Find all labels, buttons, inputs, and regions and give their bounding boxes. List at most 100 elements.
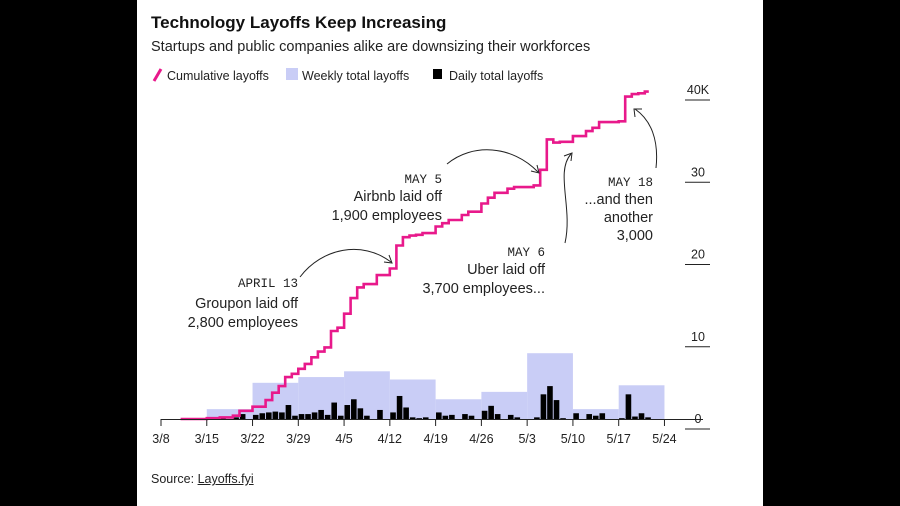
- daily-bar: [259, 413, 266, 419]
- legend-swatch-daily: [433, 69, 442, 79]
- weekly-bar: [389, 379, 436, 419]
- daily-bar: [514, 417, 521, 419]
- daily-bar: [279, 412, 285, 419]
- x-ticks: 3/8 3/15 3/22 3/29 4/5 4/12 4/19 4/26 5/3 5/10 5/1…: [152, 419, 677, 446]
- x-tick-label: 5/17: [607, 432, 631, 446]
- x-tick-label: 3/15: [195, 432, 219, 446]
- daily-bar: [403, 407, 409, 419]
- annotation-arrow: [446, 149, 539, 173]
- x-tick-label: 3/22: [240, 432, 264, 446]
- daily-bar: [547, 386, 553, 419]
- daily-bar: [442, 415, 449, 419]
- daily-bar: [233, 417, 239, 419]
- annotation-uber: MAY 6 Uber laid off 3,700 employees...: [422, 152, 573, 297]
- x-tick-label: 3/29: [286, 432, 310, 446]
- daily-bar: [377, 409, 383, 419]
- daily-bar: [337, 415, 344, 419]
- weekly-bar: [435, 399, 482, 419]
- layoffs-chart: Cumulative layoffs Weekly total layoffs …: [152, 68, 710, 446]
- annotation-date: APRIL 13: [238, 277, 298, 291]
- daily-bar: [553, 400, 560, 419]
- annotation-text: 2,800 employees: [188, 315, 298, 331]
- x-tick-label: 5/24: [652, 432, 676, 446]
- daily-bar: [396, 395, 403, 419]
- weekly-bar: [344, 371, 390, 419]
- annotations: APRIL 13 Groupon laid off 2,800 employee…: [188, 108, 658, 331]
- daily-bar: [573, 413, 579, 419]
- annotation-date: MAY 6: [507, 246, 545, 260]
- chart-subtitle: Startups and public companies alike are …: [151, 39, 591, 55]
- daily-bar: [494, 414, 501, 419]
- daily-bar: [507, 414, 514, 419]
- daily-bar: [560, 418, 566, 419]
- annotation-may18: MAY 18 ...and then another 3,000: [584, 108, 658, 244]
- annotation-text: Uber laid off: [467, 262, 546, 278]
- daily-bar: [481, 410, 488, 419]
- x-tick-label: 4/26: [469, 432, 493, 446]
- annotation-arrowhead: [383, 254, 393, 264]
- weekly-bar: [481, 391, 528, 419]
- cumulative-line: [180, 90, 649, 421]
- daily-bar: [318, 409, 324, 419]
- annotation-date: MAY 5: [404, 173, 442, 187]
- y-tick-label: 20: [691, 248, 705, 262]
- y-tick-label: 10: [691, 330, 705, 344]
- daily-bar: [625, 394, 632, 419]
- annotation-arrow: [299, 248, 392, 278]
- annotation-text: 3,700 employees...: [422, 281, 545, 297]
- daily-bar: [311, 412, 318, 419]
- daily-bar: [619, 418, 625, 419]
- legend-swatch-cumulative: [152, 68, 163, 82]
- source-prefix: Source:: [151, 472, 198, 486]
- daily-bar: [592, 415, 599, 419]
- daily-bar: [357, 408, 364, 419]
- annotation-arrow: [634, 108, 658, 169]
- daily-bars: [220, 386, 651, 419]
- daily-bar: [272, 411, 279, 419]
- x-tick-label: 3/8: [152, 432, 169, 446]
- legend-item-cumulative: Cumulative layoffs: [152, 68, 269, 83]
- daily-bar: [266, 412, 272, 419]
- chart-card: Technology Layoffs Keep Increasing Start…: [137, 0, 763, 506]
- daily-bar: [305, 414, 311, 419]
- annotation-text: ...and then: [584, 192, 653, 208]
- daily-bar: [416, 418, 422, 419]
- daily-bar: [292, 415, 298, 419]
- daily-bar: [390, 412, 396, 419]
- y-tick-label: 40K: [687, 83, 710, 97]
- annotation-airbnb: MAY 5 Airbnb laid off 1,900 employees: [332, 149, 540, 224]
- daily-bar: [298, 414, 305, 419]
- annotation-arrowhead: [530, 164, 540, 174]
- y-ticks: 0 10 20 30 40K: [685, 83, 710, 430]
- legend-swatch-weekly: [286, 68, 298, 80]
- daily-bar: [540, 394, 547, 419]
- source-note: Source: Layoffs.fyi: [151, 472, 254, 486]
- daily-bar: [449, 414, 455, 419]
- annotation-text: 1,900 employees: [332, 208, 442, 224]
- daily-bar: [436, 412, 442, 419]
- x-tick-label: 4/19: [423, 432, 447, 446]
- y-tick-label: 30: [691, 165, 705, 179]
- daily-bar: [462, 414, 468, 419]
- annotation-groupon: APRIL 13 Groupon laid off 2,800 employee…: [188, 248, 393, 331]
- annotation-text: Groupon laid off: [195, 296, 299, 312]
- daily-bar: [285, 405, 292, 419]
- daily-bar: [324, 414, 331, 419]
- legend: Cumulative layoffs Weekly total layoffs …: [152, 68, 543, 83]
- x-tick-label: 5/3: [518, 432, 535, 446]
- chart-title: Technology Layoffs Keep Increasing: [151, 13, 447, 32]
- daily-bar: [344, 405, 351, 419]
- annotation-text: another: [604, 210, 653, 226]
- daily-bar: [632, 416, 638, 419]
- source-link[interactable]: Layoffs.fyi: [197, 472, 254, 486]
- daily-bar: [409, 417, 416, 419]
- daily-bar: [586, 414, 592, 419]
- daily-bar: [645, 417, 651, 419]
- x-tick-label: 5/10: [561, 432, 585, 446]
- daily-bar: [534, 417, 540, 419]
- annotation-text: Airbnb laid off: [354, 189, 443, 205]
- daily-bar: [364, 415, 370, 419]
- daily-bar: [638, 413, 645, 419]
- daily-bar: [422, 417, 429, 419]
- weekly-bars: [206, 353, 665, 419]
